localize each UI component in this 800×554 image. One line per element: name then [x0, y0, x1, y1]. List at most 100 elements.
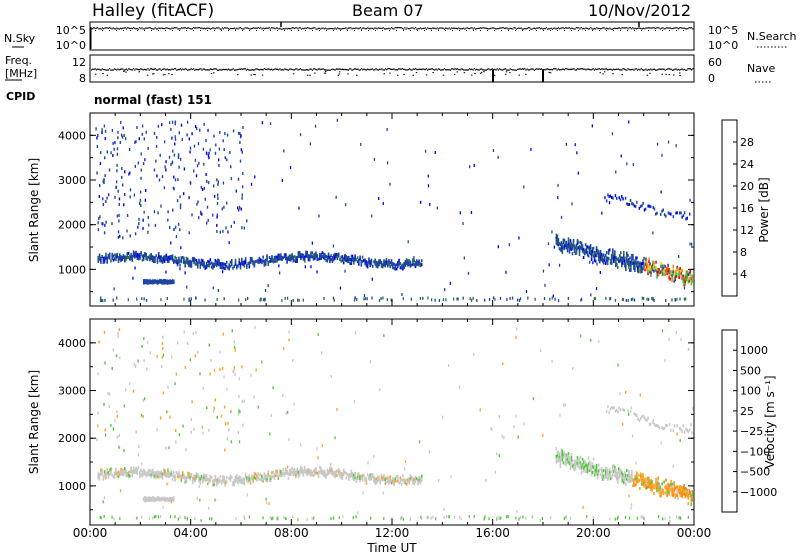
range-gate-cell: [378, 259, 380, 263]
nsky-point: [404, 27, 406, 29]
range-gate-cell: [358, 262, 360, 266]
range-gate-cell: [117, 256, 120, 260]
power-heatmap: [95, 118, 694, 303]
range-gate-cell: [662, 267, 664, 271]
range-gate-cell: [107, 473, 110, 477]
freq-point: [218, 69, 220, 71]
range-gate-cell: [142, 256, 145, 260]
freq-point: [142, 69, 144, 71]
freq-point: [146, 69, 148, 71]
range-gate-cell: [156, 428, 158, 432]
range-gate-cell: [614, 250, 616, 254]
range-gate-cell: [305, 469, 307, 473]
range-gate-cell: [214, 478, 217, 482]
range-gate-cell: [677, 275, 679, 279]
nave-point: [679, 74, 681, 76]
range-gate-cell: [311, 516, 313, 520]
range-gate-cell: [565, 459, 568, 463]
range-gate-cell: [301, 255, 303, 259]
range-gate-cell: [140, 152, 142, 156]
range-gate-cell: [198, 485, 200, 489]
freq-point: [532, 68, 534, 70]
nsky-point: [250, 28, 252, 30]
range-gate-cell: [390, 298, 392, 302]
freq-point: [127, 69, 129, 71]
range-gate-cell: [689, 494, 692, 498]
range-gate-cell: [301, 253, 303, 257]
range-gate-cell: [608, 473, 611, 477]
range-gate-cell: [618, 470, 620, 474]
range-gate-cell: [161, 279, 164, 283]
range-gate-cell: [285, 467, 287, 471]
range-gate-cell: [266, 475, 268, 479]
nsearch-point: [564, 30, 565, 31]
nave-point: [661, 73, 663, 75]
range-gate-cell: [622, 261, 624, 265]
range-gate-cell: [176, 261, 179, 265]
range-gate-cell: [157, 279, 160, 283]
range-gate-cell: [336, 255, 339, 259]
range-gate-cell: [219, 230, 221, 234]
range-gate-cell: [280, 255, 282, 259]
range-gate-cell: [251, 474, 253, 478]
nsky-point: [517, 27, 519, 29]
range-gate-cell: [518, 517, 520, 521]
nsky-point: [377, 27, 379, 29]
nsky-point: [161, 27, 163, 29]
freq-point: [279, 68, 281, 70]
range-gate-cell: [683, 283, 685, 287]
range-gate-cell: [319, 465, 321, 469]
range-gate-cell: [259, 258, 262, 262]
range-gate-cell: [619, 254, 621, 258]
range-gate-cell: [655, 483, 657, 487]
range-gate-cell: [635, 256, 637, 260]
range-gate-cell: [99, 184, 101, 188]
freq-point: [604, 68, 606, 70]
range-gate-cell: [307, 471, 310, 475]
freq-point: [400, 68, 402, 70]
range-gate-cell: [376, 261, 379, 265]
freq-point: [403, 68, 405, 70]
range-gate-cell: [441, 415, 444, 419]
freq-point: [638, 68, 640, 70]
nave-point: [602, 73, 604, 75]
range-gate-cell: [135, 252, 137, 256]
range-gate-cell: [584, 243, 587, 247]
range-gate-cell: [100, 151, 102, 155]
nsky-point: [692, 28, 694, 30]
freq-point: [382, 69, 384, 71]
range-gate-cell: [155, 475, 157, 479]
nsky-point: [363, 27, 365, 29]
nsearch-point: [396, 30, 397, 31]
range-gate-cell: [149, 498, 151, 502]
nsky-point: [529, 27, 531, 29]
range-gate-cell: [689, 272, 692, 276]
range-gate-cell: [662, 427, 664, 431]
range-gate-cell: [582, 469, 585, 473]
range-gate-cell: [675, 211, 677, 215]
range-gate-cell: [97, 472, 100, 476]
nsky-point: [607, 28, 609, 30]
freq-point: [455, 68, 457, 70]
freq-point: [631, 68, 633, 71]
range-gate-cell: [349, 474, 351, 478]
range-gate-cell: [570, 247, 573, 251]
nsky-point: [380, 27, 382, 29]
range-gate-cell: [217, 288, 219, 292]
range-gate-cell: [676, 485, 678, 489]
range-gate-cell: [275, 259, 277, 263]
range-gate-cell: [272, 470, 275, 474]
range-gate-cell: [473, 352, 475, 356]
range-gate-cell: [369, 262, 371, 266]
range-gate-cell: [607, 476, 610, 480]
freq-point: [466, 69, 468, 71]
range-gate-cell: [682, 424, 685, 428]
range-gate-cell: [662, 489, 664, 492]
range-gate-cell: [264, 262, 267, 266]
range-gate-cell: [581, 463, 584, 467]
range-gate-cell: [168, 280, 170, 283]
range-gate-cell: [165, 279, 168, 283]
range-gate-cell: [276, 469, 278, 473]
range-gate-cell: [675, 485, 677, 489]
range-gate-cell: [601, 469, 604, 473]
